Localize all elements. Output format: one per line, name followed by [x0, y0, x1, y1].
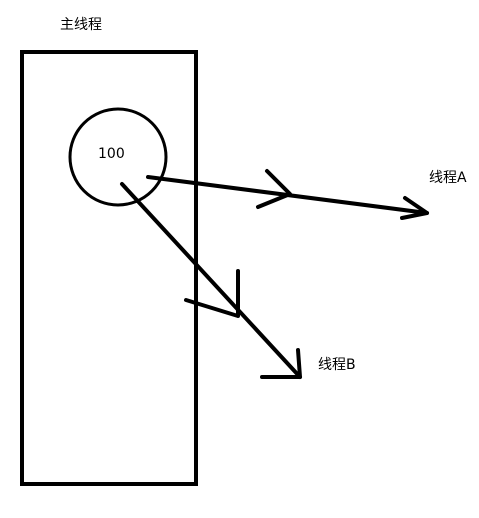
arrow-b-head	[260, 348, 302, 379]
arrow-a-midpoint-chevron	[256, 169, 292, 209]
main-thread-box	[20, 50, 198, 486]
arrow-b-midpoint-chevron	[184, 269, 240, 318]
shared-value-label: 100	[98, 146, 125, 162]
arrow-b-shaft	[120, 182, 302, 379]
arrow-a-head	[400, 196, 429, 220]
arrow-to-thread-b	[120, 182, 302, 379]
thread-b-label: 线程B	[318, 357, 356, 373]
arrow-to-thread-a	[146, 169, 429, 220]
shared-variable-circle	[68, 107, 168, 207]
thread-a-label: 线程A	[429, 170, 467, 186]
main-thread-label: 主线程	[60, 17, 102, 33]
